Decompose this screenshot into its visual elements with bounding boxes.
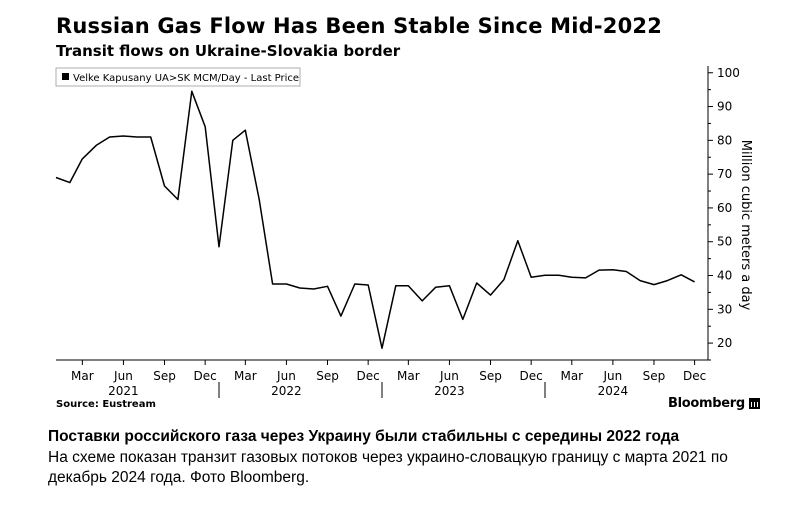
x-tick-label: Sep <box>153 369 176 383</box>
x-tick-label: Jun <box>439 369 459 383</box>
source-note: Source: Eustream <box>56 399 156 410</box>
y-tick-label: 90 <box>717 100 732 114</box>
terminal-icon <box>748 398 760 409</box>
x-year-label: 2024 <box>598 384 629 398</box>
y-tick-label: 60 <box>717 201 732 215</box>
legend-box <box>55 67 301 87</box>
x-tick-label: Sep <box>479 369 502 383</box>
brand-name: Bloomberg <box>668 396 745 411</box>
caption-body: На схеме показан транзит газовых потоков… <box>48 449 728 486</box>
legend-label: Velke Kapusany UA>SK MCM/Day - Last Pric… <box>73 73 299 84</box>
y-tick-label: 20 <box>717 336 732 350</box>
y-tick-label: 70 <box>717 167 732 181</box>
x-year-label: 2023 <box>434 384 465 398</box>
y-tick-label: 100 <box>717 66 740 80</box>
bloomberg-logo: Bloomberg <box>668 396 760 411</box>
x-tick-label: Dec <box>357 369 380 383</box>
x-tick-label: Dec <box>683 369 706 383</box>
legend-swatch <box>62 73 69 80</box>
x-tick-label: Mar <box>560 369 583 383</box>
x-year-label: 2021 <box>108 384 139 398</box>
x-tick-label: Mar <box>71 369 94 383</box>
x-tick-label: Sep <box>643 369 666 383</box>
x-tick-label: Jun <box>113 369 133 383</box>
x-tick-label: Dec <box>520 369 543 383</box>
chart-legend: Velke Kapusany UA>SK MCM/Day - Last Pric… <box>55 67 301 87</box>
chart-axes: 20 30 40 50 60 70 80 90 100 Million cubic meters … <box>56 66 753 398</box>
x-tick-label: Jun <box>603 369 623 383</box>
y-tick-label: 30 <box>717 302 732 316</box>
series-line <box>55 90 695 349</box>
y-axis-title: Million cubic meters a day <box>738 140 753 311</box>
chart-subtitle: Transit flows on Ukraine-Slovakia border <box>56 42 401 60</box>
chart-title: Russian Gas Flow Has Been Stable Since M… <box>56 14 663 38</box>
x-tick-label: Dec <box>194 369 217 383</box>
y-tick-label: 80 <box>717 133 732 147</box>
caption-headline: Поставки российского газа через Украину … <box>48 428 680 445</box>
y-tick-label: 40 <box>717 269 732 283</box>
x-tick-label: Mar <box>397 369 420 383</box>
y-tick-label: 50 <box>717 235 732 249</box>
x-tick-label: Mar <box>234 369 257 383</box>
x-tick-label: Sep <box>316 369 339 383</box>
chart-plot-area <box>55 90 695 349</box>
x-year-label: 2022 <box>271 384 302 398</box>
x-tick-label: Jun <box>276 369 296 383</box>
